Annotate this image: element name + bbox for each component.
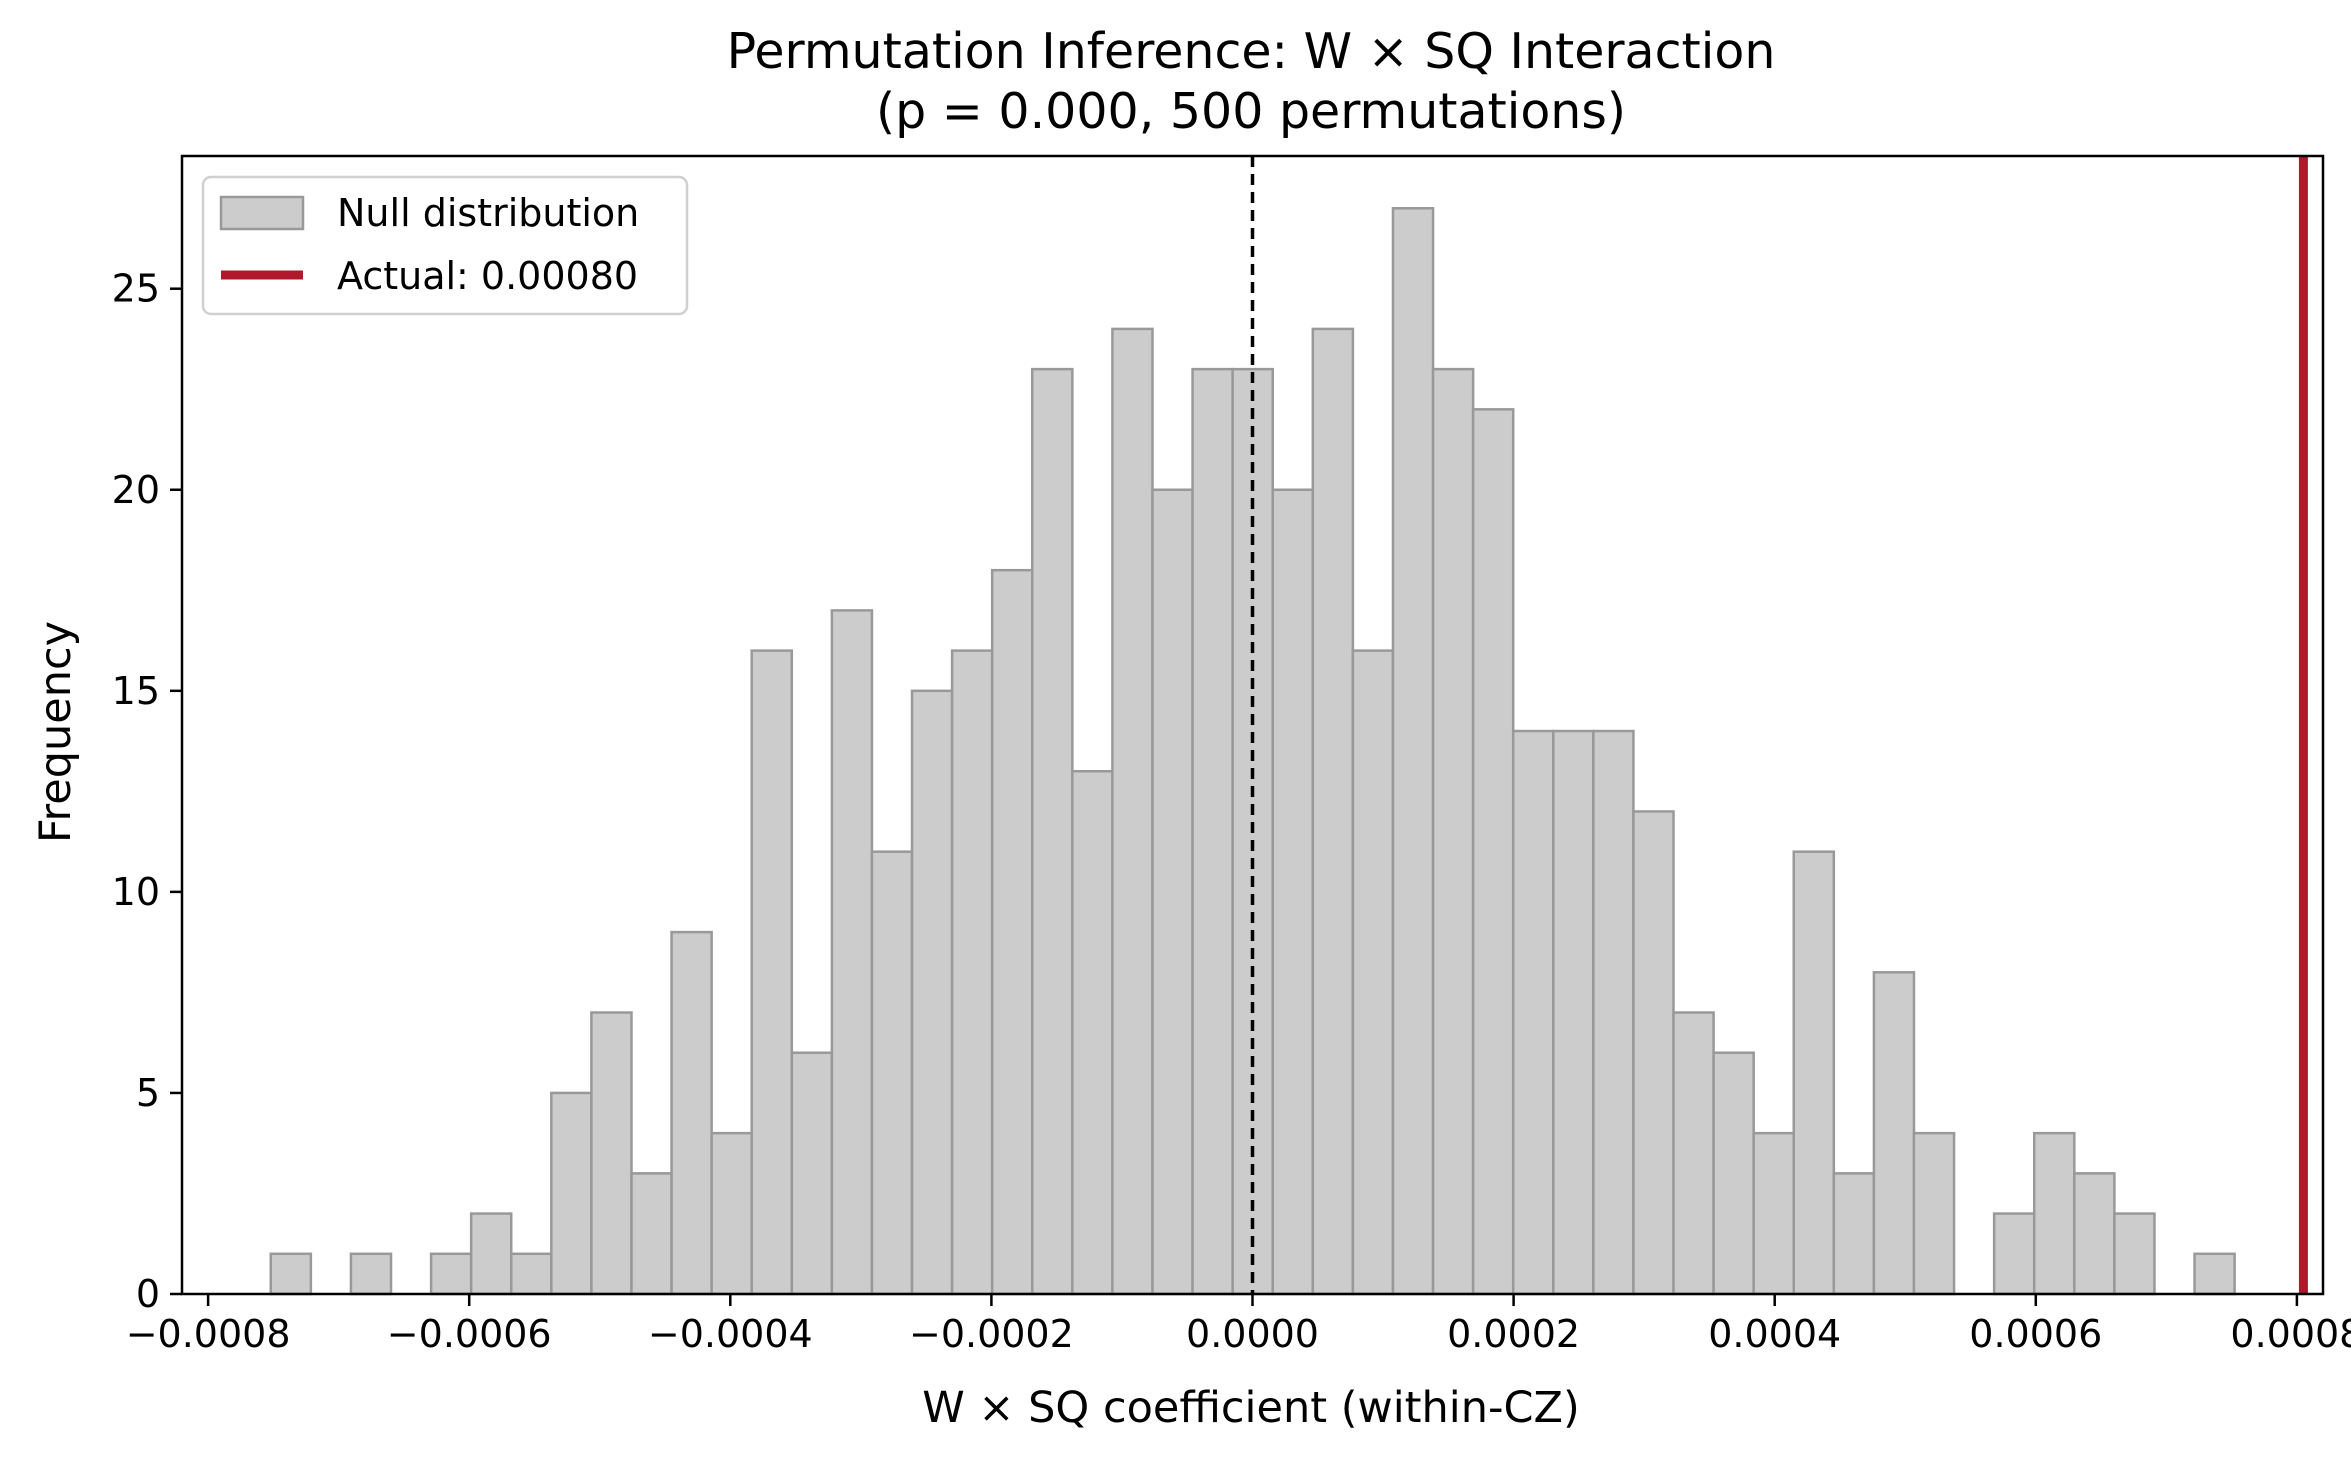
- histogram-bar: [1832, 1172, 1876, 1296]
- x-axis-ticks: −0.0008 −0.0006 −0.0004 −0.0002 0.0000 0.0002…: [126, 1294, 2351, 1356]
- histogram-bar: [630, 1172, 673, 1296]
- histogram-bar: [910, 689, 954, 1296]
- histogram-bar: [1151, 488, 1194, 1296]
- histogram-bar: [2073, 1172, 2116, 1296]
- legend-actual-label: Actual: 0.00080: [337, 254, 638, 298]
- histogram-bar: [1592, 729, 1635, 1296]
- x-tick-label: 0.0004: [1708, 1312, 1841, 1356]
- y-tick-label: 0: [136, 1272, 160, 1316]
- histogram-bar: [2032, 1131, 2076, 1296]
- x-tick-label: −0.0004: [648, 1312, 813, 1356]
- histogram-bar: [1792, 850, 1836, 1296]
- chart-title: Permutation Inference: W × SQ Interactio…: [727, 23, 1776, 80]
- histogram-bar: [469, 1212, 513, 1296]
- histogram-bar: [1191, 367, 1234, 1296]
- y-tick-label: 25: [112, 267, 160, 311]
- x-tick-label: 0.0008: [2230, 1312, 2351, 1356]
- histogram-bar: [269, 1252, 313, 1296]
- x-tick-label: −0.0008: [126, 1312, 291, 1356]
- legend-box: [201, 175, 689, 316]
- histogram-bar: [1992, 1212, 2036, 1296]
- histogram-bar: [1311, 327, 1355, 1296]
- x-tick-label: −0.0002: [909, 1312, 1074, 1356]
- histogram-bar: [710, 1131, 753, 1296]
- histogram-bar: [349, 1252, 393, 1296]
- histogram-bar: [2193, 1252, 2236, 1296]
- histogram-bar: [1391, 207, 1435, 1296]
- y-tick-label: 5: [136, 1071, 160, 1115]
- histogram-bars: [269, 207, 2236, 1296]
- y-tick-label: 20: [112, 468, 160, 512]
- y-axis-ticks: 0 5 10 15 20 25: [112, 267, 182, 1316]
- histogram-bar: [1632, 810, 1675, 1296]
- x-tick-label: 0.0000: [1186, 1312, 1319, 1356]
- histogram-bar: [990, 568, 1034, 1296]
- histogram-bar: [590, 1011, 633, 1296]
- histogram-bar: [750, 649, 794, 1296]
- x-tick-label: −0.0006: [387, 1312, 552, 1356]
- legend-null-swatch: [219, 195, 305, 231]
- histogram-bar: [1912, 1131, 1956, 1296]
- histogram-bar: [1511, 729, 1555, 1296]
- histogram-bar: [870, 850, 914, 1296]
- histogram-bar: [2113, 1212, 2156, 1296]
- histogram-bar: [1351, 649, 1395, 1296]
- y-axis-label: Frequency: [31, 621, 81, 843]
- histogram-bar: [790, 1051, 834, 1296]
- histogram-bar: [1672, 1011, 1715, 1296]
- histogram-bar: [429, 1252, 473, 1296]
- histogram-bar: [1872, 971, 1916, 1296]
- x-tick-label: 0.0006: [1969, 1312, 2102, 1356]
- histogram-bar: [830, 609, 874, 1296]
- histogram-bar: [1471, 408, 1515, 1296]
- y-tick-label: 15: [112, 669, 160, 713]
- histogram-bar: [1111, 327, 1154, 1296]
- chart-subtitle: (p = 0.000, 500 permutations): [876, 83, 1626, 140]
- legend-null-label: Null distribution: [337, 191, 639, 235]
- histogram-bar: [1271, 488, 1315, 1296]
- histogram-bar: [509, 1252, 553, 1296]
- histogram-bar: [550, 1091, 593, 1296]
- histogram-bar: [1712, 1051, 1755, 1296]
- histogram-bar: [670, 930, 713, 1296]
- histogram-bar: [1071, 769, 1114, 1296]
- histogram-bar: [950, 649, 994, 1296]
- x-tick-label: 0.0002: [1447, 1312, 1580, 1356]
- histogram-bar: [1552, 729, 1595, 1296]
- histogram-bar: [1431, 367, 1475, 1296]
- y-tick-label: 10: [112, 870, 160, 914]
- histogram-bar: [1031, 367, 1074, 1296]
- legend: Null distribution Actual: 0.00080: [201, 175, 689, 316]
- histogram-bar: [1752, 1131, 1796, 1296]
- x-axis-label: W × SQ coefficient (within-CZ): [922, 1383, 1579, 1433]
